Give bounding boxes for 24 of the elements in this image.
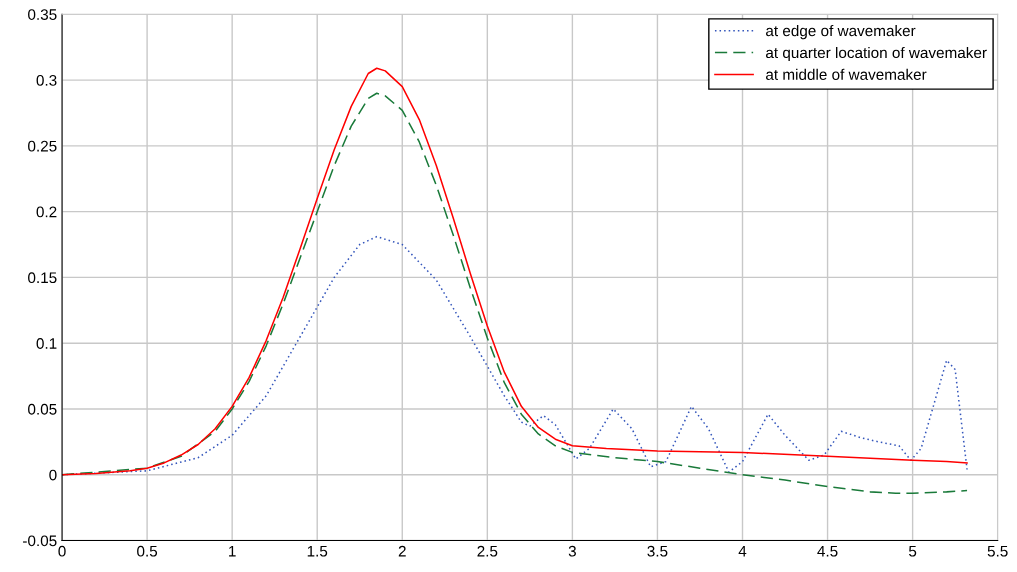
x-tick-label: 5 <box>908 545 917 557</box>
x-tick-label: 3 <box>568 545 576 557</box>
x-tick-label: 2 <box>398 545 406 557</box>
x-tick-label: 4 <box>738 545 747 557</box>
y-tick-label: 0 <box>49 469 57 481</box>
x-tick-label: 5.5 <box>987 545 1008 557</box>
y-tick-label: -0.05 <box>23 535 57 547</box>
y-tick-label: 0.2 <box>36 206 57 218</box>
x-tick-label: 2.5 <box>477 545 498 557</box>
y-tick-label: 0.3 <box>36 74 57 86</box>
x-tick-label: 1.5 <box>307 545 328 557</box>
x-tick-label: 3.5 <box>647 545 668 557</box>
y-tick-label: 0.35 <box>28 9 57 20</box>
legend-label: at middle of wavemaker <box>766 68 927 80</box>
x-tick-label: 0.5 <box>137 545 158 557</box>
legend-label: at quarter location of wavemaker <box>766 46 987 62</box>
y-tick-label: 0.05 <box>28 403 57 415</box>
y-tick-label: 0.15 <box>28 272 57 284</box>
x-tick-label: 4.5 <box>817 545 838 557</box>
x-tick-label: 0 <box>58 545 66 557</box>
legend-label: at edge of wavemaker <box>766 24 916 40</box>
y-tick-label: 0.25 <box>28 140 57 152</box>
x-tick-label: 1 <box>229 545 236 557</box>
y-tick-label: 0.1 <box>36 338 57 349</box>
